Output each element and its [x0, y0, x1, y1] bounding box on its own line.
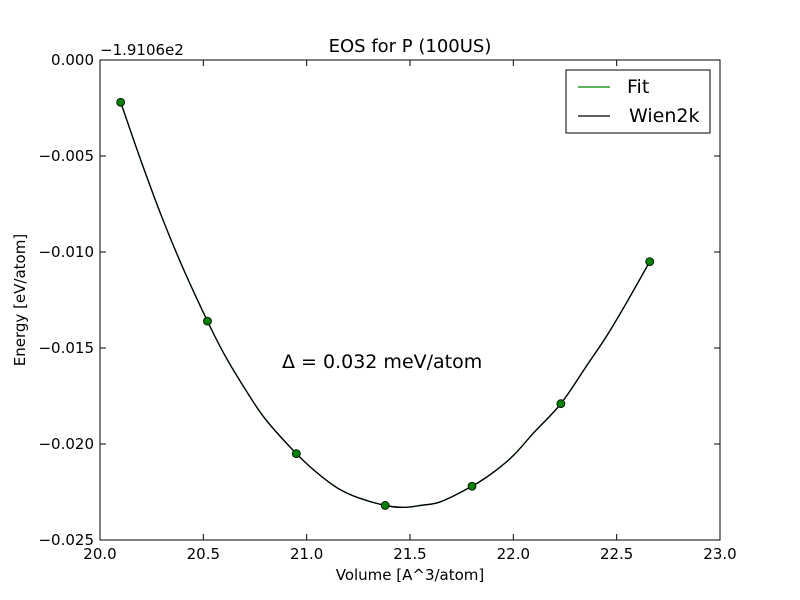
data-point	[645, 257, 655, 267]
y-axis-ticks: 0.000 −0.005 −0.010 −0.015 −0.020 −0.025	[38, 51, 720, 549]
legend-wien2k-label: Wien2k	[629, 105, 699, 127]
x-tick-label: 20.0	[83, 545, 116, 563]
data-point	[467, 481, 477, 491]
data-point	[556, 399, 566, 409]
y-offset-label: −1.9106e2	[100, 41, 184, 59]
y-tick-label: −0.025	[38, 531, 94, 549]
legend-fit-label: Fit	[627, 76, 649, 98]
y-tick-label: −0.010	[38, 243, 94, 261]
y-tick-label: −0.020	[38, 435, 94, 453]
y-tick-label: 0.000	[51, 51, 94, 69]
data-point	[203, 316, 212, 326]
x-tick-label: 21.5	[393, 545, 426, 563]
data-point	[291, 449, 301, 459]
plot-frame	[99, 59, 721, 541]
chart-title: EOS for P (100US)	[329, 36, 492, 57]
series-markers	[116, 97, 655, 510]
data-point	[380, 501, 390, 510]
x-tick-label: 21.0	[290, 545, 323, 563]
delta-annotation: Δ = 0.032 meV/atom	[282, 351, 482, 373]
legend-box	[565, 69, 711, 134]
y-tick-label: −0.005	[38, 147, 94, 165]
x-tick-label: 22.0	[497, 545, 530, 563]
x-tick-label: 22.5	[600, 545, 633, 563]
data-point	[116, 97, 126, 107]
y-axis-title: Energy [eV/atom]	[11, 234, 29, 366]
x-tick-label: 23.0	[703, 545, 736, 563]
x-tick-label: 20.5	[187, 545, 220, 563]
x-axis-ticks: 20.0 20.5 21.0 21.5 22.0 22.5 23.0	[83, 60, 737, 563]
x-axis-title: Volume [A^3/atom]	[336, 566, 485, 584]
legend: Fit Wien2k	[565, 69, 711, 134]
y-tick-label: −0.015	[38, 339, 94, 357]
